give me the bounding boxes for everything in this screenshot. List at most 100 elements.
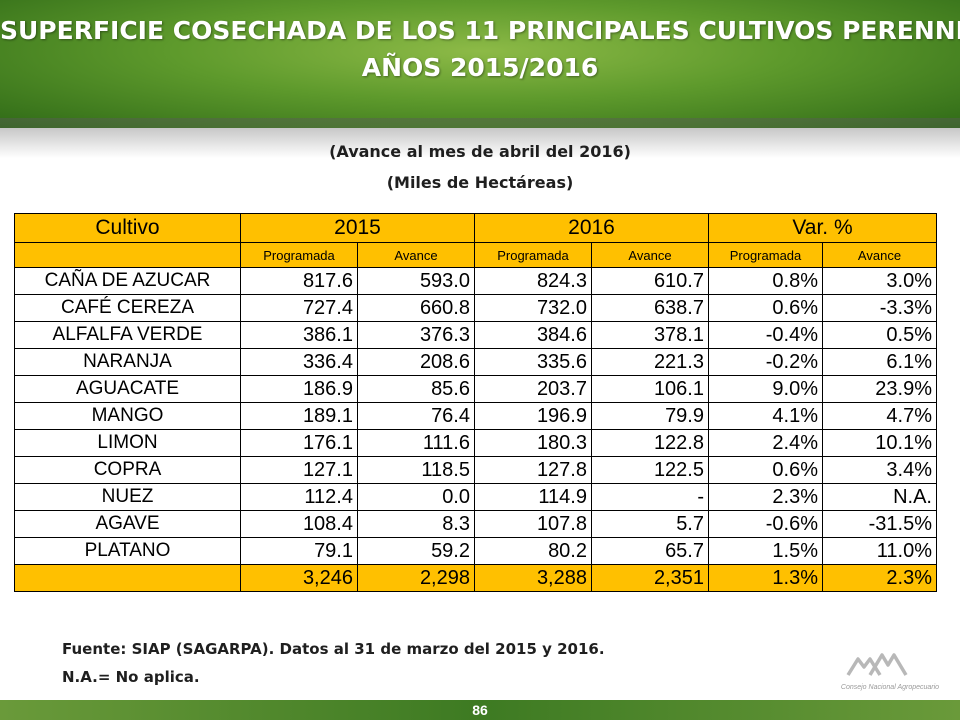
value-cell: 376.3 (357, 321, 475, 349)
banner-shadow (0, 118, 960, 158)
table-total-row: 3,246 2,298 3,288 2,351 1.3% 2.3% (14, 564, 937, 592)
crop-name-cell: AGAVE (14, 510, 241, 538)
value-cell: 4.7% (822, 402, 937, 430)
value-cell: 660.8 (357, 294, 475, 322)
crop-name-cell: ALFALFA VERDE (14, 321, 241, 349)
harvest-table-container: Cultivo 2015 2016 Var. % Programada Avan… (14, 213, 937, 611)
crop-name-cell: CAFÉ CEREZA (14, 294, 241, 322)
table-row: AGUACATE 186.9 85.6 203.7 106.1 9.0% 23.9% (14, 375, 937, 403)
crop-name-cell: COPRA (14, 456, 241, 484)
source-note: Fuente: SIAP (SAGARPA). Datos al 31 de m… (62, 640, 605, 658)
total-value-cell: 2.3% (822, 564, 937, 592)
value-cell: 817.6 (240, 267, 358, 295)
table-row: ALFALFA VERDE 386.1 376.3 384.6 378.1 -0.4% 0.… (14, 321, 937, 349)
page-title: SUPERFICIE COSECHADA DE LOS 11 PRINCIPAL… (0, 12, 960, 86)
value-cell: 732.0 (474, 294, 592, 322)
value-cell: 59.2 (357, 537, 475, 565)
value-cell: 0.5% (822, 321, 937, 349)
value-cell: 176.1 (240, 429, 358, 457)
value-cell: 5.7 (591, 510, 709, 538)
table-row: CAÑA DE AZUCAR 817.6 593.0 824.3 610.7 0.8% 3.… (14, 267, 937, 295)
value-cell: 80.2 (474, 537, 592, 565)
header-sub-empty (14, 242, 241, 268)
value-cell: 118.5 (357, 456, 475, 484)
value-cell: 79.9 (591, 402, 709, 430)
value-cell: 127.1 (240, 456, 358, 484)
value-cell: 727.4 (240, 294, 358, 322)
value-cell: 122.8 (591, 429, 709, 457)
value-cell: 610.7 (591, 267, 709, 295)
harvest-table-body: Cultivo 2015 2016 Var. % Programada Avan… (14, 213, 937, 592)
value-cell: 386.1 (240, 321, 358, 349)
value-cell: 8.3 (357, 510, 475, 538)
value-cell: 221.3 (591, 348, 709, 376)
table-row: LIMON 176.1 111.6 180.3 122.8 2.4% 10.1% (14, 429, 937, 457)
value-cell: 6.1% (822, 348, 937, 376)
value-cell: -31.5% (822, 510, 937, 538)
table-row: CAFÉ CEREZA 727.4 660.8 732.0 638.7 0.6% -3.3% (14, 294, 937, 322)
value-cell: -0.4% (708, 321, 823, 349)
value-cell: 76.4 (357, 402, 475, 430)
cna-logo: Consejo Nacional Agropecuario (841, 653, 939, 691)
subtitle-units: (Miles de Hectáreas) (386, 173, 574, 192)
value-cell: 3.0% (822, 267, 937, 295)
header-sub-programada-2016: Programada (474, 242, 592, 268)
na-note: N.A.= No aplica. (62, 668, 200, 686)
table-row: NARANJA 336.4 208.6 335.6 221.3 -0.2% 6.1% (14, 348, 937, 376)
value-cell: -0.6% (708, 510, 823, 538)
value-cell: 378.1 (591, 321, 709, 349)
value-cell: 122.5 (591, 456, 709, 484)
header-sub-avance-2016: Avance (591, 242, 709, 268)
value-cell: 824.3 (474, 267, 592, 295)
value-cell: -0.2% (708, 348, 823, 376)
value-cell: 111.6 (357, 429, 475, 457)
value-cell: 2.4% (708, 429, 823, 457)
header-2015: 2015 (240, 213, 475, 243)
table-row: AGAVE 108.4 8.3 107.8 5.7 -0.6% -31.5% (14, 510, 937, 538)
total-value-cell: 1.3% (708, 564, 823, 592)
header-sub-programada-var: Programada (708, 242, 823, 268)
logo-mountain-left (846, 657, 882, 676)
value-cell: 9.0% (708, 375, 823, 403)
value-cell: 0.0 (357, 483, 475, 511)
crop-name-cell: NUEZ (14, 483, 241, 511)
value-cell: 65.7 (591, 537, 709, 565)
value-cell: 4.1% (708, 402, 823, 430)
table-row: COPRA 127.1 118.5 127.8 122.5 0.6% 3.4% (14, 456, 937, 484)
value-cell: 336.4 (240, 348, 358, 376)
crop-name-cell: MANGO (14, 402, 241, 430)
value-cell: 3.4% (822, 456, 937, 484)
value-cell: N.A. (822, 483, 937, 511)
crop-name-cell: PLATANO (14, 537, 241, 565)
value-cell: 79.1 (240, 537, 358, 565)
value-cell: 11.0% (822, 537, 937, 565)
total-label-cell (14, 564, 241, 592)
value-cell: 0.6% (708, 456, 823, 484)
value-cell: 384.6 (474, 321, 592, 349)
crop-name-cell: LIMON (14, 429, 241, 457)
value-cell: 2.3% (708, 483, 823, 511)
total-value-cell: 3,246 (240, 564, 358, 592)
value-cell: 593.0 (357, 267, 475, 295)
value-cell: 335.6 (474, 348, 592, 376)
page-number: 86 (472, 702, 488, 718)
value-cell: 0.8% (708, 267, 823, 295)
header-sub-avance-var: Avance (822, 242, 937, 268)
value-cell: -3.3% (822, 294, 937, 322)
value-cell: 106.1 (591, 375, 709, 403)
value-cell: 10.1% (822, 429, 937, 457)
value-cell: 638.7 (591, 294, 709, 322)
title-banner (0, 0, 960, 128)
page-title-line2: AÑOS 2015/2016 (361, 53, 599, 82)
crop-name-cell: CAÑA DE AZUCAR (14, 267, 241, 295)
value-cell: 112.4 (240, 483, 358, 511)
table-row: PLATANO 79.1 59.2 80.2 65.7 1.5% 11.0% (14, 537, 937, 565)
crop-name-cell: AGUACATE (14, 375, 241, 403)
logo-text: Consejo Nacional Agropecuario (841, 684, 939, 691)
value-cell: 127.8 (474, 456, 592, 484)
value-cell: 108.4 (240, 510, 358, 538)
value-cell: 107.8 (474, 510, 592, 538)
crop-name-cell: NARANJA (14, 348, 241, 376)
header-sub-programada-2015: Programada (240, 242, 358, 268)
bottom-band (0, 700, 960, 720)
